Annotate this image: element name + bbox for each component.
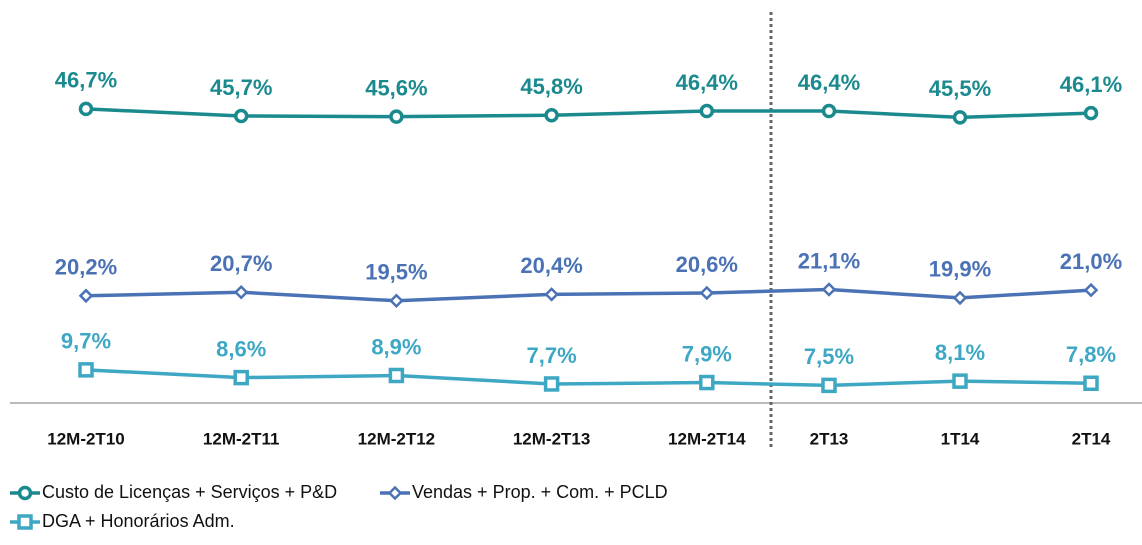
legend-swatch-marker [387, 485, 403, 501]
point [699, 285, 715, 301]
data-label: 45,8% [520, 74, 582, 99]
data-label: 7,9% [682, 341, 732, 366]
data-label: 45,6% [365, 75, 427, 100]
point [952, 373, 968, 389]
point [952, 110, 968, 125]
x-tick-label: 2T13 [810, 429, 849, 448]
data-label: 19,5% [365, 260, 427, 285]
data-label: 46,7% [55, 68, 117, 93]
data-label: 46,4% [798, 70, 860, 95]
point [389, 293, 404, 309]
series-line [85, 368, 1092, 388]
point [699, 374, 715, 391]
series-line [85, 107, 1092, 120]
point [233, 285, 249, 300]
data-label: 45,5% [929, 76, 991, 101]
point [699, 103, 715, 119]
x-tick-label: 12M-2T11 [203, 429, 280, 448]
legend-label: DGA + Honorários Adm. [42, 511, 235, 531]
data-label: 20,7% [210, 251, 272, 276]
point [821, 282, 837, 297]
series-line [85, 287, 1092, 303]
x-tick-label: 12M-2T10 [47, 429, 124, 448]
point [78, 288, 94, 304]
data-label: 20,2% [55, 255, 117, 280]
point [1083, 282, 1099, 298]
data-label: 46,4% [676, 70, 738, 95]
point [543, 376, 560, 392]
data-label: 21,1% [798, 248, 860, 273]
point [78, 362, 94, 378]
legend-swatch-marker [17, 514, 33, 530]
point [389, 109, 404, 124]
data-label: 7,5% [804, 344, 854, 369]
point [233, 369, 249, 386]
x-tick-label: 1T14 [941, 429, 980, 448]
point [233, 108, 249, 124]
legend-label: Vendas + Prop. + Com. + PCLD [412, 482, 668, 502]
data-label: 8,1% [935, 340, 985, 365]
point [821, 103, 837, 119]
data-label: 46,1% [1060, 72, 1122, 97]
x-tick-label: 12M-2T12 [358, 429, 435, 448]
point [544, 287, 559, 302]
data-label: 45,7% [210, 75, 272, 100]
x-tick-label: 12M-2T13 [513, 429, 590, 448]
data-label: 7,8% [1066, 342, 1116, 367]
point [1083, 105, 1099, 121]
point [1083, 375, 1099, 392]
x-tick-label: 2T14 [1072, 429, 1111, 448]
legend-label: Custo de Licenças + Serviços + P&D [42, 482, 337, 502]
data-label: 19,9% [929, 257, 991, 282]
point [78, 101, 94, 117]
x-tick-label: 12M-2T14 [668, 429, 746, 448]
point [544, 108, 559, 123]
point [952, 290, 968, 306]
data-label: 7,7% [527, 343, 577, 368]
data-label: 20,6% [676, 252, 738, 277]
data-label: 9,7% [61, 329, 111, 354]
data-label: 8,6% [216, 336, 266, 361]
data-label: 8,9% [371, 334, 421, 359]
legend-swatch-marker [17, 485, 33, 501]
point [821, 377, 837, 394]
data-label: 20,4% [520, 253, 582, 278]
point [388, 367, 405, 384]
data-label: 21,0% [1060, 249, 1122, 274]
